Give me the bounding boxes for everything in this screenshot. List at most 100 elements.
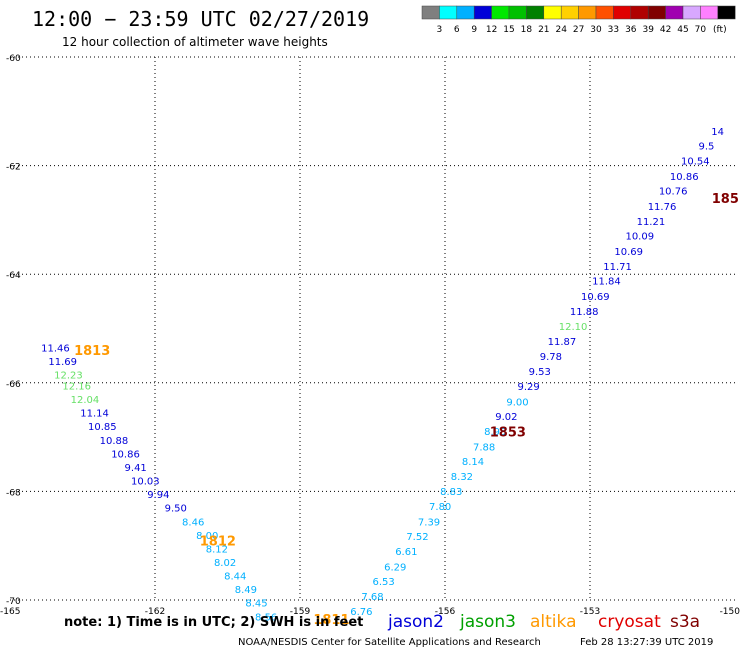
colorbar-swatch — [439, 5, 458, 20]
data-point-label: 8.49 — [235, 585, 257, 596]
colorbar-tick-label: 27 — [573, 25, 584, 35]
data-point-label: 7.88 — [473, 442, 495, 453]
colorbar-unit: (ft) — [713, 25, 727, 35]
data-point-label: 11.46 — [41, 344, 70, 355]
data-point-label: 8.02 — [214, 558, 236, 569]
colorbar-tick-label: 18 — [521, 25, 533, 35]
time-labels: 1813 1812 1811 1853 185 — [74, 192, 739, 628]
time-label: 185 — [712, 192, 739, 207]
colorbar-swatch — [647, 5, 666, 20]
colorbar-swatch — [491, 5, 510, 20]
legend-item-altika: altika — [530, 612, 577, 632]
legend-item-jason3: jason3 — [459, 612, 516, 632]
data-point-label: 8.00 — [196, 531, 218, 542]
colorbar-swatch — [543, 5, 562, 20]
data-point-label: 8.12 — [206, 544, 228, 555]
data-point-label: 11.88 — [570, 307, 599, 318]
data-point-label: 7.52 — [406, 532, 428, 543]
data-point-label: 11.71 — [603, 262, 632, 273]
footer-note: note: 1) Time is in UTC; 2) SWH is in fe… — [64, 615, 363, 630]
colorbar-swatch — [665, 5, 684, 20]
colorbar-tick-label: 70 — [695, 25, 707, 35]
plot-grid — [10, 56, 735, 601]
footer-timestamp: Feb 28 13:27:39 UTC 2019 — [580, 637, 713, 648]
colorbar-swatch — [595, 5, 614, 20]
colorbar-swatch — [613, 5, 632, 20]
data-point-label: 9.53 — [529, 367, 551, 378]
y-tick-label: -70 — [6, 597, 21, 607]
data-point-label: 12.04 — [71, 395, 100, 406]
axis-tick-labels: -60 -62 -64 -66 -68 -70-165 -162 -159 -156 -153 -1… — [0, 54, 740, 617]
data-point-label: 9.02 — [495, 412, 517, 423]
data-point-label: 6.76 — [350, 607, 372, 618]
colorbar-tick-label: 33 — [608, 25, 619, 35]
data-point-label: 8.32 — [451, 472, 473, 483]
x-tick-label: -156 — [435, 607, 456, 617]
data-point-label: 10.86 — [111, 449, 140, 460]
data-point-label: 6.29 — [384, 562, 406, 573]
time-label: 1812 — [200, 534, 236, 549]
y-tick-label: -60 — [6, 54, 21, 64]
colorbar-swatch — [560, 5, 579, 20]
y-tick-label: -62 — [6, 163, 21, 173]
y-tick-label: -64 — [6, 271, 21, 281]
legend-item-s3a: s3a — [670, 612, 700, 632]
x-tick-label: -162 — [145, 607, 165, 617]
data-point-label: 12.23 — [54, 371, 83, 382]
colorbar-tick-label: 39 — [642, 25, 654, 35]
data-point-label: 11.84 — [592, 277, 621, 288]
data-point-label: 9.41 — [125, 463, 147, 474]
data-point-label: 11.14 — [80, 409, 109, 420]
legend-item-jason2: jason2 — [387, 612, 444, 632]
colorbar-swatch — [473, 5, 492, 20]
data-point-label: 12.10 — [559, 322, 588, 333]
colorbar-tick-label: 30 — [590, 25, 602, 35]
time-label: 1853 — [490, 426, 526, 441]
data-point-label: 8.56 — [255, 612, 277, 623]
colorbar-legend: 3 6 9 12 15 18 21 24 27 30 33 36 39 42 45 70 (ft) — [421, 5, 736, 35]
colorbar-tick-label: 36 — [625, 25, 637, 35]
data-point-label: 10.85 — [88, 422, 117, 433]
data-point-label: 8.46 — [182, 517, 204, 528]
data-point-label: 9.50 — [165, 504, 187, 515]
data-point-label: 10.54 — [681, 157, 710, 168]
colorbar-tick-label: 24 — [555, 25, 567, 35]
colorbar-swatch — [630, 5, 649, 20]
data-point-label: 14 — [711, 127, 724, 138]
footer-credit: NOAA/NESDIS Center for Satellite Applica… — [238, 637, 541, 648]
data-point-label: 8.44 — [224, 572, 246, 583]
data-point-label: 6.61 — [395, 547, 417, 558]
data-point-label: 6.53 — [372, 577, 394, 588]
colorbar-swatch — [421, 5, 440, 20]
x-tick-label: -165 — [0, 607, 20, 617]
colorbar-swatch — [717, 5, 736, 20]
chart-subtitle: 12 hour collection of altimeter wave hei… — [62, 35, 328, 49]
data-point-label: 11.87 — [548, 337, 577, 348]
data-point-label: 12.16 — [62, 382, 91, 393]
y-tick-label: -68 — [6, 488, 21, 498]
colorbar-swatch — [700, 5, 719, 20]
colorbar-swatch — [682, 5, 701, 20]
colorbar-tick-label: 45 — [677, 25, 688, 35]
data-point-label: 8.14 — [462, 457, 484, 468]
data-point-label: 10.69 — [614, 247, 643, 258]
colorbar-swatch — [578, 5, 597, 20]
data-point-label: 10.69 — [581, 292, 610, 303]
colorbar-swatch — [526, 5, 545, 20]
colorbar-tick-label: 15 — [503, 25, 514, 35]
data-point-label: 11.69 — [48, 357, 77, 368]
x-tick-label: -153 — [580, 607, 600, 617]
data-point-label: 9.94 — [147, 490, 169, 501]
time-label: 1811 — [313, 613, 349, 628]
colorbar-tick-label: 21 — [538, 25, 549, 35]
data-point-label: 11.21 — [637, 217, 666, 228]
satellite-legend: jason2 jason3 altika cryosat s3a — [387, 612, 700, 632]
y-tick-label: -66 — [6, 380, 21, 390]
data-point-label: 7.39 — [418, 517, 440, 528]
legend-item-cryosat: cryosat — [598, 612, 661, 632]
data-point-label: 9.00 — [506, 397, 528, 408]
data-point-label: 9.29 — [517, 382, 539, 393]
data-point-label: 9.5 — [699, 142, 715, 153]
data-point-label: 10.03 — [131, 477, 160, 488]
